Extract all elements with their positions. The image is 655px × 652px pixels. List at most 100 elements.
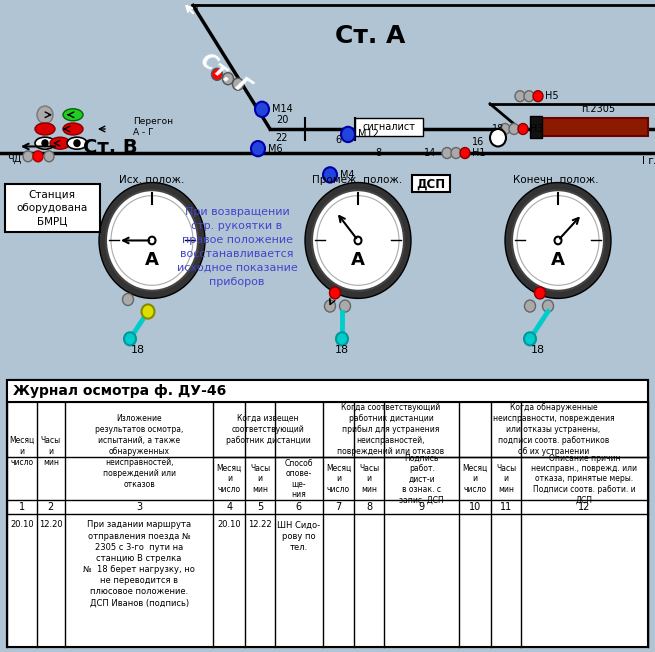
Text: 5: 5 xyxy=(257,503,263,512)
Circle shape xyxy=(500,123,510,134)
Text: Месяц
и
число: Месяц и число xyxy=(217,464,242,494)
Text: Месяц
и
число: Месяц и число xyxy=(9,436,35,467)
Text: Промеж. полож.: Промеж. полож. xyxy=(312,175,402,185)
Circle shape xyxy=(525,300,536,312)
Text: 12.20: 12.20 xyxy=(39,520,63,529)
Text: 10: 10 xyxy=(469,503,481,512)
Text: Подпись
работ.
дист-и
в ознак. с
запис. ДСП: Подпись работ. дист-и в ознак. с запис. … xyxy=(400,454,444,504)
Text: Когда соответствующий
работник дистанции
прибыл для устранения
неисправностей,
п: Когда соответствующий работник дистанции… xyxy=(337,403,445,456)
Text: Месяц
и
число: Месяц и число xyxy=(326,464,351,494)
Circle shape xyxy=(490,129,506,147)
Circle shape xyxy=(106,190,198,291)
Text: 20: 20 xyxy=(276,115,288,125)
Circle shape xyxy=(341,126,355,142)
Circle shape xyxy=(223,72,233,85)
Circle shape xyxy=(505,183,611,299)
Text: 7: 7 xyxy=(335,503,341,512)
Text: ШН Сидо-
рову по
тел.: ШН Сидо- рову по тел. xyxy=(277,520,320,552)
Text: Н1: Н1 xyxy=(472,148,485,158)
Circle shape xyxy=(323,167,337,183)
Text: п.2305: п.2305 xyxy=(581,104,615,114)
Circle shape xyxy=(329,287,341,299)
Text: 14: 14 xyxy=(424,148,436,158)
Circle shape xyxy=(141,304,155,319)
Text: 6: 6 xyxy=(335,135,341,145)
Circle shape xyxy=(339,300,350,312)
Circle shape xyxy=(518,123,528,134)
Text: Часы
и
мин: Часы и мин xyxy=(359,464,379,494)
Text: ЧД: ЧД xyxy=(7,154,21,164)
Text: Н3: Н3 xyxy=(530,124,544,134)
Text: Часы
и
мин: Часы и мин xyxy=(496,464,516,494)
Text: М6: М6 xyxy=(268,143,282,154)
Text: 12: 12 xyxy=(578,503,591,512)
Circle shape xyxy=(99,183,205,299)
Text: А: А xyxy=(351,251,365,269)
Circle shape xyxy=(515,91,525,102)
Circle shape xyxy=(149,237,155,244)
Circle shape xyxy=(555,237,561,244)
Circle shape xyxy=(312,190,404,291)
Circle shape xyxy=(233,78,244,90)
Text: 1: 1 xyxy=(19,503,25,512)
Text: 22: 22 xyxy=(276,133,288,143)
Bar xyxy=(5,184,100,231)
Text: При задании маршрута
отправления поезда №
2305 с 3-го  пути на
станцию В стрелка: При задании маршрута отправления поезда … xyxy=(83,520,195,607)
Circle shape xyxy=(442,147,452,158)
Bar xyxy=(530,116,542,138)
Bar xyxy=(412,175,450,192)
Text: М14: М14 xyxy=(272,104,293,114)
Text: Ст. А: Ст. А xyxy=(335,24,405,48)
Text: Когда извещен
соответствующий
работник дистанции: Когда извещен соответствующий работник д… xyxy=(225,414,310,445)
Circle shape xyxy=(509,123,519,134)
Text: Н5: Н5 xyxy=(545,91,559,101)
Text: Исх. полож.: Исх. полож. xyxy=(119,175,185,185)
Ellipse shape xyxy=(35,137,55,149)
Text: 20.10: 20.10 xyxy=(217,520,241,529)
Text: 18: 18 xyxy=(335,345,349,355)
Circle shape xyxy=(33,151,43,162)
Text: Часы
и
мин: Часы и мин xyxy=(41,436,61,467)
Circle shape xyxy=(524,91,534,102)
Bar xyxy=(355,118,423,136)
Text: Месяц
и
число: Месяц и число xyxy=(462,464,488,494)
Text: Журнал осмотра ф. ДУ-46: Журнал осмотра ф. ДУ-46 xyxy=(13,384,227,398)
Circle shape xyxy=(533,91,543,102)
Text: Ст. В: Ст. В xyxy=(83,138,138,157)
Text: 2: 2 xyxy=(48,503,54,512)
Text: Перегон
А - Г: Перегон А - Г xyxy=(133,117,173,137)
Text: Конечн. полож.: Конечн. полож. xyxy=(513,175,599,185)
Circle shape xyxy=(124,333,136,346)
Text: Станция
оборудована
БМРЦ: Станция оборудована БМРЦ xyxy=(16,190,88,226)
Circle shape xyxy=(23,151,33,162)
Text: 4: 4 xyxy=(226,503,233,512)
Text: чг: чг xyxy=(191,2,202,12)
Circle shape xyxy=(305,183,411,299)
Text: А: А xyxy=(551,251,565,269)
Circle shape xyxy=(524,333,536,346)
Text: 12.22: 12.22 xyxy=(248,520,272,529)
Text: М12: М12 xyxy=(358,130,379,140)
Circle shape xyxy=(354,237,362,244)
Circle shape xyxy=(255,102,269,117)
Text: Часы
и
мин: Часы и мин xyxy=(250,464,270,494)
Text: А: А xyxy=(145,251,159,269)
Text: 9: 9 xyxy=(419,503,424,512)
Text: сигналист: сигналист xyxy=(362,122,415,132)
Circle shape xyxy=(512,190,604,291)
Bar xyxy=(538,118,648,136)
Text: Описание причин
неисправн., поврежд. или
отказа, принятые меры.
Подписи соотв. р: Описание причин неисправн., поврежд. или… xyxy=(531,454,637,504)
Text: 6: 6 xyxy=(295,503,302,512)
Circle shape xyxy=(122,293,134,306)
Text: I гл.: I гл. xyxy=(642,156,655,166)
Bar xyxy=(7,380,648,402)
Circle shape xyxy=(534,287,546,299)
Text: Когда обнаруженные
неисправности, повреждения
или отказы устранены,
подписи соот: Когда обнаруженные неисправности, повреж… xyxy=(493,403,614,456)
Circle shape xyxy=(336,333,348,346)
Circle shape xyxy=(517,196,599,286)
Circle shape xyxy=(212,68,223,80)
Text: При возвращении
стр. рукоятки в
правое положение
восстанавливается
исходное пока: При возвращении стр. рукоятки в правое п… xyxy=(177,207,297,287)
Circle shape xyxy=(37,106,53,123)
Text: ДСП: ДСП xyxy=(417,177,445,190)
Text: 16: 16 xyxy=(472,137,484,147)
